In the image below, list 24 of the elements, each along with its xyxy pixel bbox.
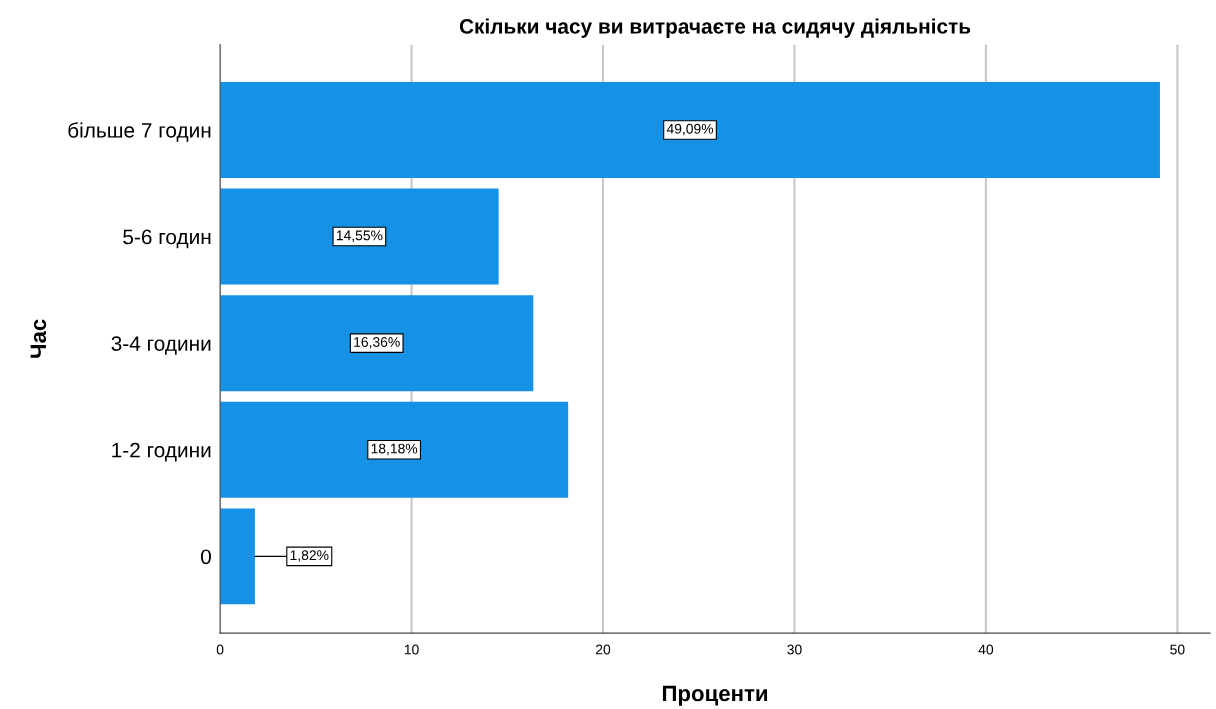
y-axis-title: Час — [30, 319, 47, 358]
bar — [220, 401, 569, 498]
data-label: 14,55% — [336, 230, 383, 242]
x-tick-label: 30 — [787, 644, 802, 655]
x-tick-label: 20 — [595, 644, 611, 655]
x-tick-label: 40 — [978, 644, 994, 655]
x-tick-label: 50 — [1170, 644, 1185, 655]
data-label: 18,18% — [371, 443, 418, 456]
bar — [220, 81, 1160, 178]
data-label: 1,82% — [290, 550, 329, 562]
y-tick-label: 5-6 годин — [123, 229, 211, 249]
data-label: 49,09% — [666, 123, 714, 136]
x-tick-label: 0 — [216, 644, 224, 655]
x-axis-title: Проценти — [662, 685, 768, 706]
chart-title: Скільки часу ви витрачаєте на сидячу діяльність — [459, 18, 971, 38]
y-tick-label: 0 — [200, 549, 211, 565]
data-label: 16,36% — [354, 337, 400, 349]
bar — [220, 508, 255, 605]
y-tick-label: 1-2 години — [112, 442, 211, 462]
bar — [220, 295, 534, 392]
bar — [220, 188, 499, 285]
y-tick-label: більше 7 годин — [68, 122, 211, 142]
x-tick-label: 10 — [404, 644, 419, 655]
y-tick-label: 3-4 години — [111, 336, 211, 355]
